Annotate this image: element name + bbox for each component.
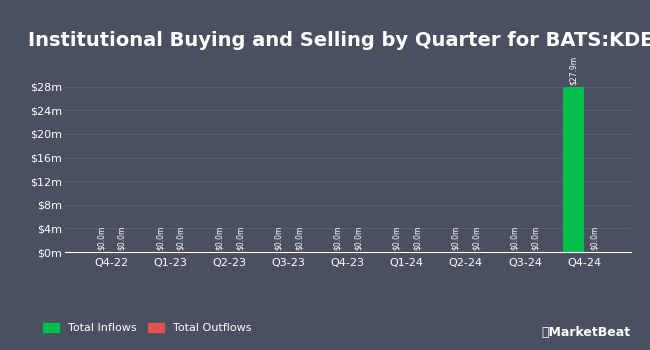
Text: $0.0m: $0.0m	[413, 225, 422, 250]
Text: $27.9m: $27.9m	[569, 56, 578, 85]
Text: $0.0m: $0.0m	[155, 225, 164, 250]
Text: $0.0m: $0.0m	[294, 225, 304, 250]
Legend: Total Inflows, Total Outflows: Total Inflows, Total Outflows	[38, 318, 256, 337]
Text: $0.0m: $0.0m	[333, 225, 342, 250]
Title: Institutional Buying and Selling by Quarter for BATS:KDEC: Institutional Buying and Selling by Quar…	[28, 32, 650, 50]
Text: $0.0m: $0.0m	[510, 225, 519, 250]
Text: $0.0m: $0.0m	[274, 225, 283, 250]
Text: ⼿MarketBeat: ⼿MarketBeat	[541, 327, 630, 340]
Text: $0.0m: $0.0m	[392, 225, 401, 250]
Text: $0.0m: $0.0m	[451, 225, 460, 250]
Text: $0.0m: $0.0m	[235, 225, 244, 250]
Text: $0.0m: $0.0m	[176, 225, 185, 250]
Text: $0.0m: $0.0m	[214, 225, 224, 250]
Text: $0.0m: $0.0m	[590, 225, 599, 250]
Text: $0.0m: $0.0m	[97, 225, 105, 250]
Text: $0.0m: $0.0m	[472, 225, 481, 250]
Text: $0.0m: $0.0m	[531, 225, 540, 250]
Text: $0.0m: $0.0m	[117, 225, 126, 250]
Text: $0.0m: $0.0m	[354, 225, 363, 250]
Bar	[564, 87, 584, 252]
